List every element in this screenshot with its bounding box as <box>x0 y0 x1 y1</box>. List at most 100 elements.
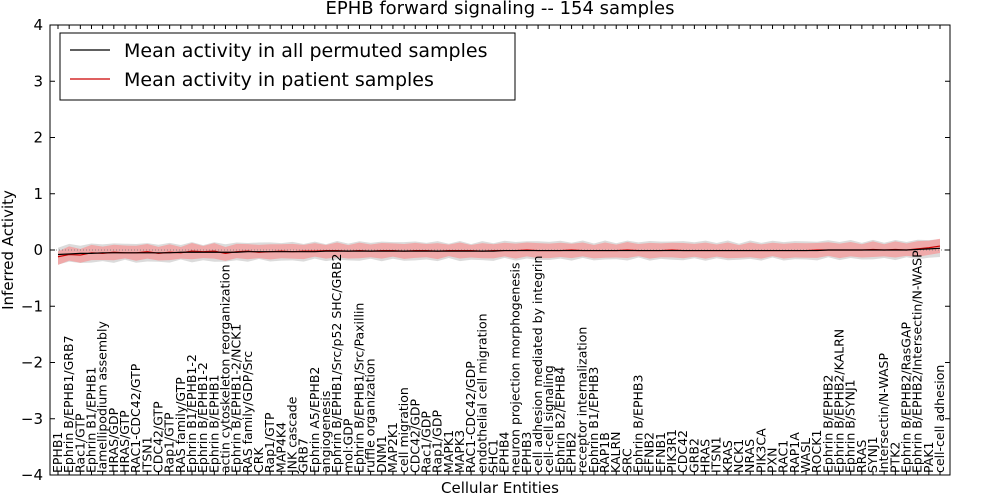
x-tick-label: RAC1-CDC42/GDP <box>463 361 478 473</box>
x-tick-label: SYNJ1 <box>865 436 880 473</box>
legend-label-permuted: Mean activity in all permuted samples <box>124 40 487 62</box>
legend-label-patient: Mean activity in patient samples <box>124 69 434 91</box>
x-tick-label: EPHB4 <box>497 432 512 473</box>
x-tick-label: MAPK1 <box>441 430 456 473</box>
x-tick-label: Ephrin B/EPHB1/Src/Paxillin <box>351 303 366 473</box>
x-tick-label: Ephrin B1/EPHB1-2 <box>184 354 199 473</box>
x-tick-label: GRB2 <box>686 438 701 473</box>
x-tick-label: DNM1 <box>374 435 389 473</box>
x-tick-label: RRAS <box>854 440 869 473</box>
y-tick-label: −4 <box>21 466 43 484</box>
x-tick-label: Ephrin B/EPHB3 <box>631 375 646 473</box>
x-tick-label: CDC42 <box>675 430 690 473</box>
x-tick-label: Ephrin B/EPHB1/GRB7 <box>61 335 76 473</box>
x-tick-label: WASL <box>798 438 813 473</box>
x-tick-label: RAS family/GDP/Src <box>240 351 255 473</box>
x-tick-label: Intersectin/N-WASP <box>876 353 891 473</box>
x-tick-label: NRAS <box>742 439 757 473</box>
x-tick-label: Ephrin B/EPHB2 <box>820 375 835 473</box>
x-tick-label: PAK1 <box>921 442 936 473</box>
x-tick-label: cell migration <box>396 387 411 473</box>
x-tick-label: ITSN1 <box>139 436 154 473</box>
x-tick-label: actin cytoskeleton reorganization <box>217 264 232 473</box>
y-tick-label: −2 <box>21 354 43 372</box>
y-tick-label: 4 <box>33 16 43 34</box>
x-tick-label: mol:GDP <box>340 418 355 473</box>
x-tick-label: MAP2K1 <box>385 422 400 473</box>
x-tick-label: EFNB1 <box>653 432 668 473</box>
series-band-1 <box>58 238 940 265</box>
x-tick-label: Ephrin B2/EPHB4 <box>552 367 567 473</box>
x-tick-label: RAS family/GTP <box>173 377 188 473</box>
x-tick-label: CDC42/GDP <box>407 398 422 473</box>
x-tick-label: RAC1-CDC42/GTP <box>128 363 143 473</box>
y-tick-label: −1 <box>21 297 43 315</box>
x-tick-label: PXN <box>765 448 780 473</box>
legend: Mean activity in all permuted samples Me… <box>59 32 516 101</box>
x-tick-label: Rac1/GDP <box>418 411 433 473</box>
x-tick-label: Rap1/GTP <box>262 412 277 473</box>
x-tick-label: KALRN <box>608 431 623 473</box>
x-tick-label: Ephrin B/EPHB1-2 <box>195 362 210 473</box>
x-tick-label: RAP1B <box>597 432 612 473</box>
chart-title: EPHB forward signaling -- 154 samples <box>326 0 675 19</box>
x-tick-label: CDC42/GTP <box>150 401 165 473</box>
x-tick-label: EPHB2 <box>564 432 579 473</box>
x-tick-label: Rap1/GTP <box>162 412 177 473</box>
x-tick-label: HRAS <box>698 439 713 473</box>
x-tick-label: PTK2 <box>887 442 902 473</box>
x-tick-label: angiogenesis <box>318 391 333 473</box>
x-tick-label: CRK <box>251 447 266 473</box>
legend-box <box>59 32 516 101</box>
y-tick-label: −3 <box>21 410 43 428</box>
y-tick-label: 3 <box>33 72 43 90</box>
x-tick-label: EPHB1 <box>50 432 65 473</box>
x-tick-label: ruffle organization <box>363 358 378 473</box>
x-tick-label: receptor internalization <box>575 327 590 473</box>
x-tick-label: Ephrin B/EPHB2/KALRN <box>832 329 847 473</box>
x-tick-label: ITSN1 <box>709 436 724 473</box>
y-axis-title: Inferred Activity <box>0 190 17 310</box>
x-tick-label: PIK3R1 <box>664 429 679 473</box>
x-tick-label: Ephrin B/EPHB1 <box>206 375 221 473</box>
x-tick-label: Ephrin B/EPHB2/RasGAP <box>899 322 914 473</box>
y-tick-label: 1 <box>33 185 43 203</box>
x-tick-label: Ephrin B/EPHB1-2/NCK1 <box>229 324 244 473</box>
y-tick-label: 0 <box>33 241 43 259</box>
x-tick-label: Ephrin B1/EPHB1 <box>83 367 98 473</box>
x-tick-label: Rap1/GDP <box>430 410 445 473</box>
x-tick-label: Ephrin A5/EPHB2 <box>307 367 322 473</box>
x-tick-label: cell adhesion mediated by integrin <box>530 256 545 473</box>
x-tick-label: cell-cell signaling <box>541 365 556 473</box>
x-tick-label: HRAS/GTP <box>117 410 132 473</box>
series-line-0 <box>57 247 941 256</box>
x-tick-label: endothelial cell migration <box>474 313 489 473</box>
x-tick-label: SRC <box>619 448 634 473</box>
x-tick-label: ROCK1 <box>809 430 824 473</box>
x-tick-label: KRAS <box>720 440 735 473</box>
x-tick-label: SHC1 <box>485 439 500 473</box>
x-tick-label: GRB7 <box>296 438 311 473</box>
x-tick-label: lamellipodium assembly <box>95 321 110 473</box>
x-tick-label: RAC1 <box>776 440 791 473</box>
x-axis-title: Cellular Entities <box>441 479 559 497</box>
x-tick-label: NCK1 <box>731 439 746 473</box>
x-tick-label: cell-cell adhesion <box>932 365 947 473</box>
x-tick-label: MAP4K4 <box>273 422 288 473</box>
y-tick-label: 2 <box>33 129 43 147</box>
x-tick-label: EFNB2 <box>642 432 657 473</box>
x-tick-label: RAP1A <box>787 432 802 473</box>
x-tick-label: neuron projection morphogenesis <box>508 262 523 473</box>
x-tick-label: MAPK3 <box>452 430 467 473</box>
x-tick-label: Ephrin B1/EPHB3 <box>586 367 601 473</box>
x-tick-label: Rac1/GTP <box>72 413 87 473</box>
x-tick-label: HRAS/GDP <box>106 407 121 473</box>
x-tick-label: JNK cascade <box>284 396 299 474</box>
x-tick-label: Ephrin B/EPHB1/Src/p52 SHC/GRB2 <box>329 254 344 474</box>
x-tick-label: PIK3CA <box>753 428 768 473</box>
x-tick-label: EPHB3 <box>519 432 534 473</box>
x-tick-label: Ephrin B/EPHB2/Intersectin/N-WASP <box>910 250 925 473</box>
x-tick-label: Ephrin B/SYNJ1 <box>843 379 858 473</box>
